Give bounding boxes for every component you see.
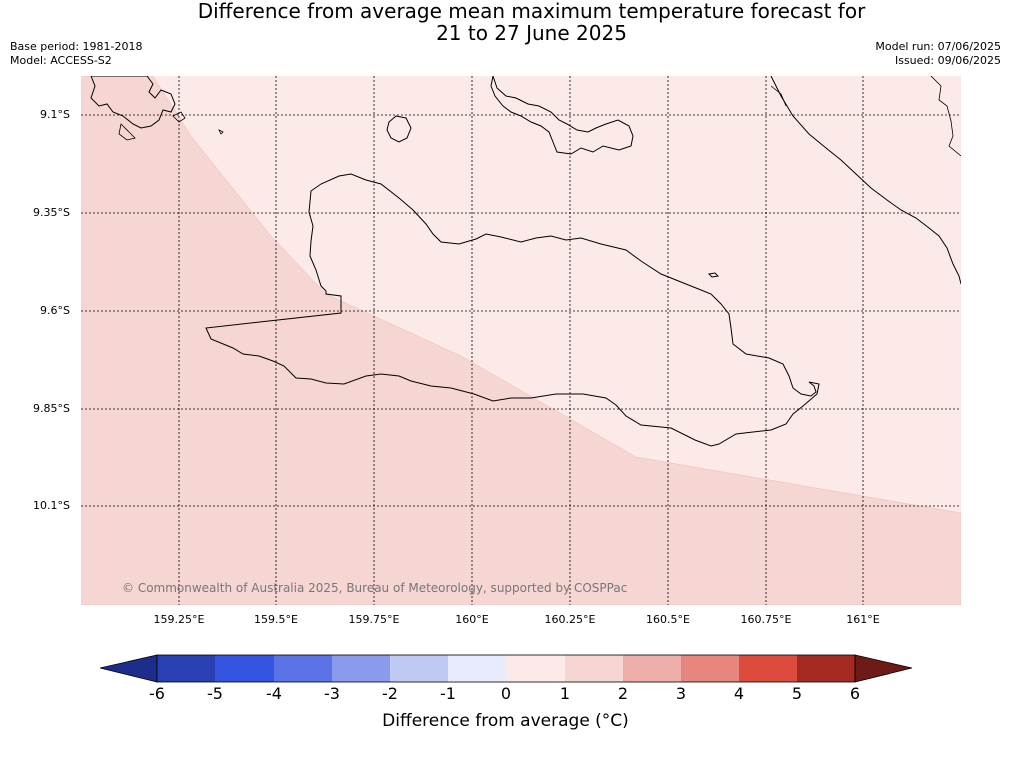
lon-label: 159.5°E bbox=[254, 613, 298, 626]
colorbar-segment bbox=[215, 655, 274, 682]
colorbar-segment bbox=[332, 655, 390, 682]
colorbar-tick: 4 bbox=[733, 684, 745, 703]
lon-label: 160.75°E bbox=[740, 613, 792, 626]
colorbar-segment bbox=[157, 655, 215, 682]
meta-left: Base period: 1981-2018 Model: ACCESS-S2 bbox=[10, 40, 142, 68]
island-florida bbox=[490, 76, 634, 155]
copyright-notice: © Commonwealth of Australia 2025, Bureau… bbox=[122, 581, 628, 595]
grid-lines bbox=[81, 76, 961, 605]
colorbar-tick: 5 bbox=[791, 684, 803, 703]
meta-right: Model run: 07/06/2025 Issued: 09/06/2025 bbox=[875, 40, 1001, 68]
colorbar-segment bbox=[390, 655, 448, 682]
colorbar-tick: 0 bbox=[500, 684, 512, 703]
island-small-2 bbox=[707, 272, 720, 278]
colorbar-tick: -3 bbox=[324, 684, 340, 703]
issued-date: Issued: 09/06/2025 bbox=[894, 54, 1001, 67]
lon-label: 159.25°E bbox=[153, 613, 205, 626]
colorbar-segment bbox=[506, 655, 565, 682]
colorbar-tick: -1 bbox=[440, 684, 456, 703]
island-malaita-detail bbox=[770, 76, 961, 157]
island-malaita bbox=[770, 76, 961, 285]
lon-label: 159.75°E bbox=[348, 613, 400, 626]
chart-title: Difference from average mean maximum tem… bbox=[0, 0, 1011, 44]
colorbar-extend-low bbox=[100, 654, 158, 683]
colorbar-tick: -4 bbox=[266, 684, 282, 703]
colorbar-tick: -5 bbox=[207, 684, 223, 703]
colorbar-segment bbox=[681, 655, 739, 682]
title-line-1: Difference from average mean maximum tem… bbox=[197, 0, 866, 23]
colorbar-tick: 2 bbox=[617, 684, 629, 703]
lat-label: 9.85°S bbox=[33, 402, 70, 415]
colorbar-tick: 6 bbox=[849, 684, 861, 703]
lat-label: 9.1°S bbox=[40, 108, 70, 121]
forecast-map bbox=[81, 76, 961, 605]
lat-label: 9.35°S bbox=[33, 206, 70, 219]
colorbar-extend-high bbox=[854, 654, 912, 683]
colorbar-segment bbox=[739, 655, 797, 682]
colorbar-segment bbox=[274, 655, 332, 682]
colorbar bbox=[100, 654, 912, 683]
island-russell bbox=[90, 76, 176, 129]
island-russell-detail bbox=[118, 111, 224, 141]
colorbar-tick: 3 bbox=[675, 684, 687, 703]
colorbar-segment bbox=[565, 655, 623, 682]
model-name: Model: ACCESS-S2 bbox=[10, 54, 112, 67]
colorbar-tick: -6 bbox=[149, 684, 165, 703]
title-line-2: 21 to 27 June 2025 bbox=[436, 21, 627, 45]
lon-label: 160.5°E bbox=[646, 613, 690, 626]
island-guadalcanal bbox=[205, 173, 820, 447]
colorbar-tick: -2 bbox=[382, 684, 398, 703]
colorbar-segment bbox=[623, 655, 681, 682]
lat-label: 10.1°S bbox=[33, 499, 70, 512]
colorbar-outline bbox=[156, 654, 856, 683]
colorbar-segment bbox=[797, 655, 855, 682]
base-period: Base period: 1981-2018 bbox=[10, 40, 143, 53]
colorbar-title: Difference from average (°C) bbox=[382, 711, 629, 731]
island-small-1 bbox=[386, 115, 412, 143]
model-run: Model run: 07/06/2025 bbox=[875, 40, 1001, 53]
lon-label: 160.25°E bbox=[544, 613, 596, 626]
lon-label: 161°E bbox=[846, 613, 880, 626]
colorbar-tick: 1 bbox=[559, 684, 571, 703]
fill-region-medium bbox=[81, 76, 961, 605]
colorbar-segment bbox=[448, 655, 506, 682]
lon-label: 160°E bbox=[455, 613, 489, 626]
lat-label: 9.6°S bbox=[40, 304, 70, 317]
